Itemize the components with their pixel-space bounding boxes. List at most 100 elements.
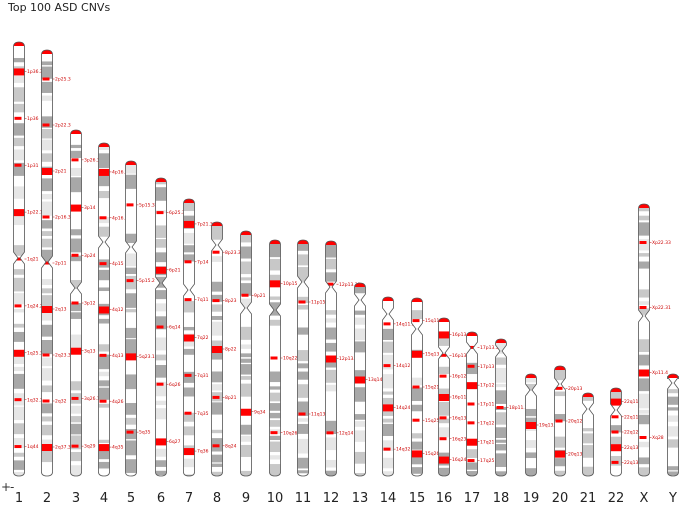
cnv-mark[interactable] <box>382 404 394 412</box>
cnv-mark[interactable] <box>156 325 164 329</box>
cnv-mark[interactable] <box>41 306 53 313</box>
zoom-in-button[interactable]: + <box>1 480 12 494</box>
chromosome-11[interactable]: 11p15 11q13 11 <box>295 239 326 506</box>
cnv-mark[interactable] <box>211 346 223 353</box>
cnv-mark[interactable] <box>42 399 50 403</box>
chromosome-4[interactable]: 4p16.3 4p16.1 4p15 4q12 4q13 4q26 4q35 4 <box>98 142 128 506</box>
cnv-mark[interactable] <box>41 168 53 175</box>
cnv-mark[interactable] <box>639 436 647 439</box>
chromosome-8[interactable]: 8p23.3 8p23 8p22 8p21 8q24 8 <box>211 221 241 506</box>
cnv-mark[interactable] <box>212 299 220 303</box>
cnv-mark[interactable] <box>411 450 423 458</box>
cnv-mark[interactable] <box>467 364 475 368</box>
chromosome-22[interactable]: 22q11.21 22q11.22 22q12 22q13 22q13.33 22 <box>608 387 646 506</box>
cnv-mark[interactable] <box>496 406 504 409</box>
cnv-mark[interactable] <box>525 422 537 429</box>
cnv-mark[interactable] <box>183 448 195 456</box>
cnv-mark[interactable] <box>298 412 306 416</box>
cnv-mark[interactable] <box>71 158 79 162</box>
cnv-mark[interactable] <box>326 282 334 286</box>
chromosome-17[interactable]: 17p13.3 17p13 17p12 17p11 17q12 17q21 17q25 17 <box>464 331 499 506</box>
cnv-mark[interactable] <box>14 445 22 449</box>
cnv-mark[interactable] <box>99 399 107 403</box>
chromosome-7[interactable]: 7p21.3 7p14 7q11 7q22 7q31 7q35 7q36 7 <box>183 198 213 506</box>
cnv-mark[interactable] <box>42 215 50 219</box>
chromosome-1[interactable]: 1p36.33 1p36 1p31 1p22.1 1q21 1q24.2 1q25.3 1q3… <box>13 41 46 506</box>
cnv-mark[interactable] <box>184 411 192 415</box>
cnv-mark[interactable] <box>439 353 447 357</box>
cnv-mark[interactable] <box>13 349 25 357</box>
cnv-mark[interactable] <box>438 394 450 401</box>
cnv-mark[interactable] <box>42 77 50 81</box>
cnv-mark[interactable] <box>42 261 50 265</box>
cnv-mark[interactable] <box>554 450 566 458</box>
cnv-mark[interactable] <box>71 396 79 400</box>
chromosome-2[interactable]: 2p25.3 2p22.3 2p21 2p16.3 2p11 2q13 2q23.3 2q32… <box>41 49 71 506</box>
cnv-mark[interactable] <box>156 382 164 386</box>
cnv-mark[interactable] <box>212 444 220 448</box>
cnv-mark[interactable] <box>156 211 164 215</box>
cnv-mark[interactable] <box>71 301 79 305</box>
cnv-mark[interactable] <box>467 421 475 425</box>
cnv-mark[interactable] <box>439 374 447 378</box>
chromosome-20[interactable]: 20p13 20q12 20q13.33 20 <box>552 365 590 506</box>
cnv-mark[interactable] <box>439 416 447 420</box>
cnv-mark[interactable] <box>610 398 622 406</box>
cnv-mark[interactable] <box>411 350 423 358</box>
zoom-out-button[interactable]: - <box>10 480 15 494</box>
chromosome-Y[interactable]: Y <box>667 373 679 506</box>
chromosome-16[interactable]: 16p13.3 16p13.1 16p12 16p11.2 16q13 16q23 16q2… <box>436 317 471 506</box>
cnv-mark[interactable] <box>155 266 167 274</box>
chromosome-15[interactable]: 15q11 15q13 15q21 15q25 15q26 15 <box>409 297 440 506</box>
cnv-mark[interactable] <box>71 253 79 257</box>
chromosome-9[interactable]: 9p21 9q34 9 <box>240 230 266 506</box>
cnv-mark[interactable] <box>184 373 192 377</box>
cnv-mark[interactable] <box>184 298 192 302</box>
cnv-mark[interactable] <box>639 241 647 244</box>
cnv-mark[interactable] <box>466 438 478 446</box>
cnv-mark[interactable] <box>438 331 450 339</box>
cnv-mark[interactable] <box>241 293 249 297</box>
cnv-mark[interactable] <box>611 430 619 434</box>
cnv-mark[interactable] <box>412 385 420 389</box>
cnv-mark[interactable] <box>383 364 391 368</box>
cnv-mark[interactable] <box>610 444 622 452</box>
cnv-mark[interactable] <box>14 398 22 402</box>
chromosome-21[interactable]: 21 <box>580 392 597 506</box>
cnv-mark[interactable] <box>14 163 22 167</box>
cnv-mark[interactable] <box>412 418 420 422</box>
cnv-mark[interactable] <box>155 438 167 446</box>
cnv-mark[interactable] <box>98 168 110 176</box>
cnv-mark[interactable] <box>326 431 334 435</box>
cnv-mark[interactable] <box>14 304 22 308</box>
cnv-mark[interactable] <box>99 353 107 357</box>
cnv-mark[interactable] <box>212 395 220 399</box>
cnv-mark[interactable] <box>13 68 25 76</box>
cnv-mark[interactable] <box>270 431 278 435</box>
chromosome-13[interactable]: 13q14 13 <box>352 282 383 506</box>
chromosome-18[interactable]: 18p11.33 18 <box>493 338 531 506</box>
cnv-mark[interactable] <box>212 250 220 254</box>
cnv-mark[interactable] <box>555 386 563 390</box>
cnv-mark[interactable] <box>99 262 107 266</box>
chromosome-19[interactable]: 19q13.42 19 <box>523 373 561 506</box>
chromosome-5[interactable]: 5p15.33 5p15.2 5q23.1 5q35 5 <box>125 160 158 506</box>
cnv-mark[interactable] <box>184 260 192 264</box>
cnv-mark[interactable] <box>126 430 134 434</box>
cnv-mark[interactable] <box>183 334 195 342</box>
cnv-mark[interactable] <box>269 280 281 288</box>
cnv-mark[interactable] <box>383 447 391 451</box>
cnv-mark[interactable] <box>126 203 134 207</box>
chromosome-3[interactable]: 3p26.3 3p14 3p24 3p12 3q13 3q26.1 3q29 3 <box>70 129 100 506</box>
cnv-mark[interactable] <box>611 460 619 464</box>
cnv-mark[interactable] <box>270 356 278 360</box>
cnv-mark[interactable] <box>125 353 137 361</box>
cnv-mark[interactable] <box>412 319 420 323</box>
cnv-mark[interactable] <box>13 209 25 217</box>
cnv-mark[interactable] <box>240 408 252 416</box>
cnv-mark[interactable] <box>99 216 107 220</box>
cnv-mark[interactable] <box>354 376 366 384</box>
chromosome-12[interactable]: 12p13.33 12p13.31 12q14 12 <box>323 240 361 506</box>
chromosome-14[interactable]: 14q11.2 14q12 14q24 14q32 14 <box>380 296 415 506</box>
cnv-mark[interactable] <box>42 353 50 357</box>
